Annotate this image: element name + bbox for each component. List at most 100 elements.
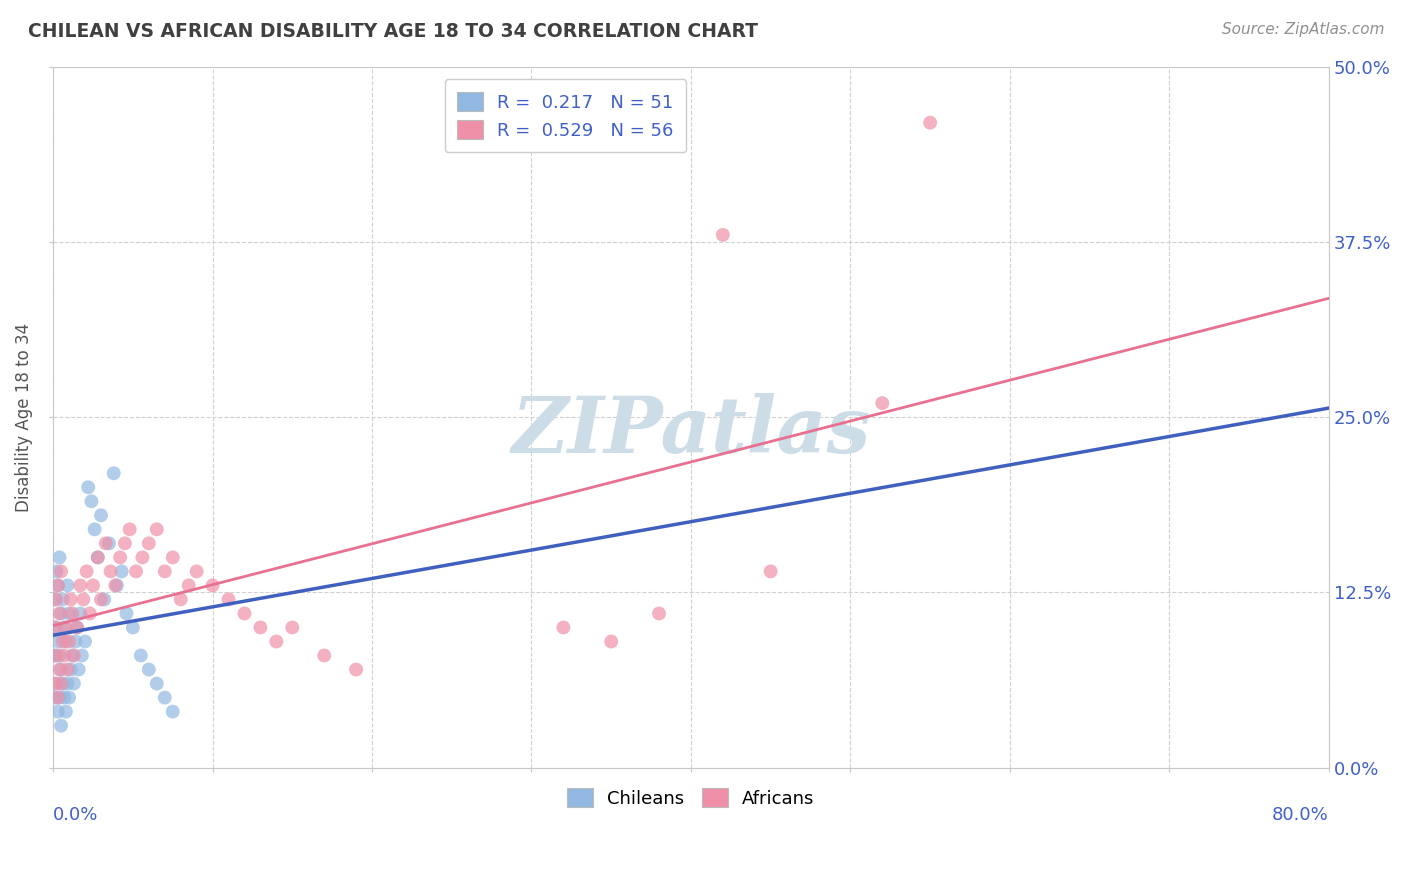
Point: [53, 620, 76, 634]
Point: [70, 648, 93, 663]
Point: [138, 536, 160, 550]
Point: [711, 227, 734, 242]
Point: [648, 607, 671, 621]
Point: [97, 536, 120, 550]
Point: [162, 705, 184, 719]
Point: [44, 592, 66, 607]
Point: [79, 607, 101, 621]
Point: [48, 550, 70, 565]
Point: [125, 565, 148, 579]
Point: [553, 620, 575, 634]
Point: [87, 550, 110, 565]
Text: Source: ZipAtlas.com: Source: ZipAtlas.com: [1222, 22, 1385, 37]
Point: [73, 634, 96, 648]
Point: [56, 663, 79, 677]
Point: [60, 607, 83, 621]
Point: [103, 467, 125, 481]
Point: [153, 690, 176, 705]
Point: [129, 648, 152, 663]
Point: [170, 592, 193, 607]
Point: [108, 550, 131, 565]
Point: [52, 676, 75, 690]
Point: [233, 607, 256, 621]
Point: [55, 705, 77, 719]
Point: [218, 592, 240, 607]
Point: [76, 565, 98, 579]
Point: [45, 565, 67, 579]
Point: [48, 607, 70, 621]
Point: [46, 690, 69, 705]
Point: [46, 705, 69, 719]
Point: [146, 676, 169, 690]
Point: [45, 592, 67, 607]
Text: CHILEAN VS AFRICAN DISABILITY AGE 18 TO 34 CORRELATION CHART: CHILEAN VS AFRICAN DISABILITY AGE 18 TO …: [28, 22, 758, 41]
Point: [69, 578, 91, 592]
Point: [80, 494, 103, 508]
Point: [872, 396, 894, 410]
Point: [138, 663, 160, 677]
Y-axis label: Disability Age 18 to 34: Disability Age 18 to 34: [15, 323, 32, 512]
Point: [66, 620, 89, 634]
Point: [58, 607, 80, 621]
Text: 80.0%: 80.0%: [1272, 806, 1329, 824]
Point: [344, 663, 367, 677]
Point: [186, 565, 208, 579]
Point: [314, 648, 336, 663]
Point: [90, 508, 112, 523]
Point: [45, 648, 67, 663]
Point: [266, 634, 288, 648]
Point: [69, 607, 91, 621]
Point: [162, 550, 184, 565]
Point: [249, 620, 271, 634]
Point: [115, 607, 138, 621]
Point: [48, 648, 70, 663]
Point: [105, 578, 128, 592]
Point: [48, 663, 70, 677]
Point: [49, 607, 72, 621]
Point: [55, 620, 77, 634]
Point: [87, 550, 110, 565]
Legend: Chileans, Africans: Chileans, Africans: [560, 780, 821, 814]
Point: [118, 522, 141, 536]
Point: [63, 648, 86, 663]
Point: [920, 116, 942, 130]
Point: [52, 634, 75, 648]
Point: [146, 522, 169, 536]
Point: [63, 676, 86, 690]
Point: [77, 480, 100, 494]
Point: [49, 676, 72, 690]
Text: ZIPatlas: ZIPatlas: [512, 392, 870, 469]
Point: [100, 565, 122, 579]
Point: [48, 690, 70, 705]
Point: [60, 648, 83, 663]
Point: [53, 690, 76, 705]
Point: [44, 648, 66, 663]
Point: [83, 522, 105, 536]
Point: [104, 578, 127, 592]
Point: [49, 663, 72, 677]
Point: [49, 565, 72, 579]
Point: [759, 565, 782, 579]
Point: [58, 634, 80, 648]
Point: [93, 592, 115, 607]
Point: [44, 690, 66, 705]
Point: [46, 578, 69, 592]
Point: [131, 550, 153, 565]
Point: [201, 578, 224, 592]
Point: [94, 536, 117, 550]
Point: [46, 634, 69, 648]
Point: [114, 536, 136, 550]
Point: [56, 676, 79, 690]
Point: [66, 620, 89, 634]
Point: [72, 592, 94, 607]
Point: [600, 634, 623, 648]
Point: [65, 634, 87, 648]
Point: [45, 620, 67, 634]
Point: [53, 648, 76, 663]
Point: [52, 592, 75, 607]
Point: [49, 718, 72, 732]
Text: 0.0%: 0.0%: [53, 806, 98, 824]
Point: [121, 620, 143, 634]
Point: [82, 578, 104, 592]
Point: [55, 634, 77, 648]
